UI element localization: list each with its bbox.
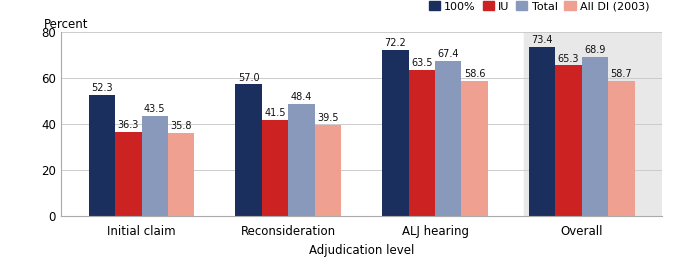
- Text: 58.6: 58.6: [464, 69, 485, 79]
- Bar: [582, 57, 608, 216]
- Bar: [524, 32, 676, 216]
- Bar: [89, 95, 115, 216]
- Bar: [435, 60, 462, 216]
- Text: 67.4: 67.4: [437, 49, 459, 59]
- Bar: [408, 69, 435, 216]
- Bar: [382, 49, 408, 216]
- Bar: [141, 115, 168, 216]
- Bar: [168, 133, 195, 216]
- Bar: [235, 84, 262, 216]
- Bar: [556, 65, 582, 216]
- Text: Percent: Percent: [44, 18, 89, 31]
- Text: 41.5: 41.5: [264, 108, 286, 118]
- Text: 63.5: 63.5: [411, 58, 433, 68]
- Bar: [462, 81, 488, 216]
- Text: 48.4: 48.4: [291, 92, 312, 103]
- X-axis label: Adjudication level: Adjudication level: [309, 244, 414, 257]
- Bar: [608, 80, 635, 216]
- Text: 52.3: 52.3: [91, 83, 113, 93]
- Legend: 100%, IU, Total, All DI (2003): 100%, IU, Total, All DI (2003): [425, 0, 654, 16]
- Bar: [288, 104, 315, 216]
- Bar: [529, 47, 556, 216]
- Text: 43.5: 43.5: [144, 104, 166, 114]
- Text: 57.0: 57.0: [238, 73, 260, 83]
- Bar: [115, 132, 141, 216]
- Text: 65.3: 65.3: [558, 54, 579, 64]
- Text: 39.5: 39.5: [317, 113, 339, 123]
- Bar: [315, 125, 341, 216]
- Text: 58.7: 58.7: [610, 69, 632, 79]
- Bar: [262, 120, 288, 216]
- Text: 73.4: 73.4: [531, 35, 553, 45]
- Text: 68.9: 68.9: [584, 45, 606, 55]
- Text: 72.2: 72.2: [385, 38, 406, 48]
- Text: 35.8: 35.8: [170, 122, 192, 132]
- Text: 36.3: 36.3: [118, 120, 139, 130]
